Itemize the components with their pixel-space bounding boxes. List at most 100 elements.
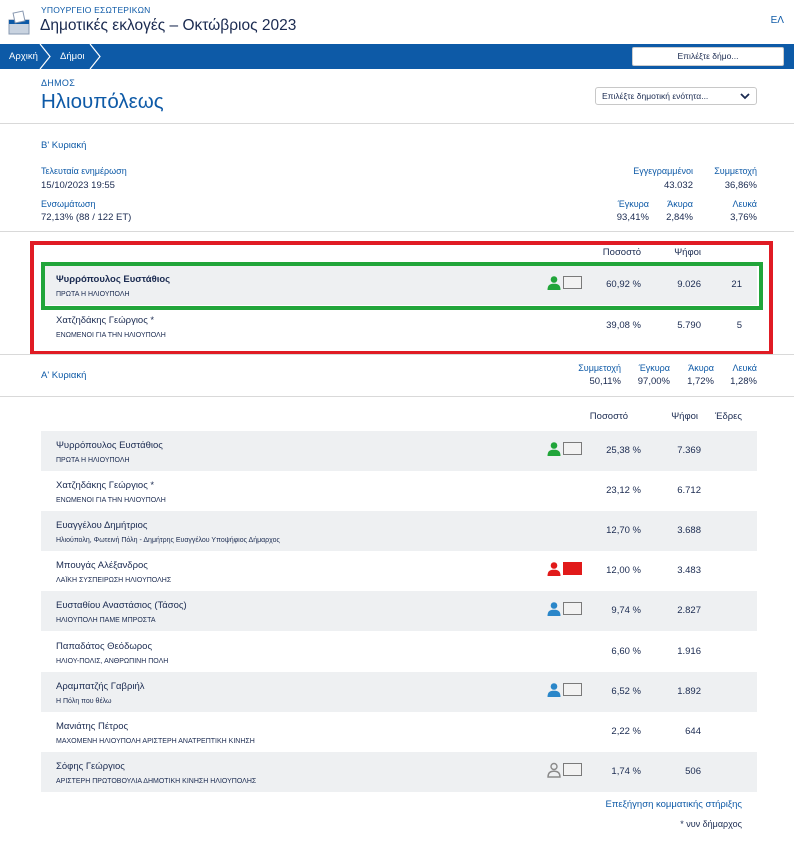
invalid-label: Άκυρα xyxy=(667,199,693,209)
ministry-label: ΥΠΟΥΡΓΕΙΟ ΕΣΩΤΕΡΙΚΩΝ xyxy=(41,5,151,15)
person-icon xyxy=(547,276,561,290)
table-row[interactable]: Αραμπατζής Γαβριήλ Η Πόλη που θέλω 6,52 … xyxy=(41,672,757,712)
candidate-name: Αραμπατζής Γαβριήλ xyxy=(56,681,145,692)
column-header-percent: Ποσοστό xyxy=(602,247,641,258)
votes-value: 506 xyxy=(685,766,701,777)
table-row[interactable]: Ευσταθίου Αναστάσιος (Τάσος) ΗΛΙΟΥΠΟΛΗ Π… xyxy=(41,591,757,631)
breadcrumb: Αρχική Δήμοι Επιλέξτε δήμο... xyxy=(0,44,794,69)
person-icon xyxy=(547,602,561,616)
table-row[interactable]: Σόφης Γεώργιος ΑΡΙΣΤΕΡΗ ΠΡΩΤΟΒΟΥΛΙΑ ΔΗΜΟ… xyxy=(41,752,757,792)
candidate-name: Σόφης Γεώργιος xyxy=(56,761,125,772)
column-header-votes: Ψήφοι xyxy=(674,247,701,258)
round-b-title[interactable]: Β' Κυριακή xyxy=(41,140,87,151)
chevron-down-icon xyxy=(740,93,750,100)
integration-value: 72,13% (88 / 122 ΕΤ) xyxy=(41,212,132,223)
divider xyxy=(0,396,794,397)
percent-value: 25,38 % xyxy=(606,445,641,456)
app-title[interactable]: Δημοτικές εκλογές – Οκτώβριος 2023 xyxy=(40,17,297,34)
blank-value: 1,28% xyxy=(730,376,757,387)
percent-value: 6,60 % xyxy=(611,646,641,657)
percent-value: 2,22 % xyxy=(611,726,641,737)
breadcrumb-home[interactable]: Αρχική xyxy=(9,51,38,62)
turnout-label: Συμμετοχή xyxy=(714,166,757,176)
ballot-box-icon xyxy=(8,10,30,35)
last-update-value: 15/10/2023 19:55 xyxy=(41,180,115,191)
person-icon xyxy=(547,562,561,576)
party-flag-icon xyxy=(563,562,582,575)
person-icon xyxy=(547,442,561,456)
table-row[interactable]: Παπαδάτος Θεόδωρος ΗΛΙΟΥ-ΠΟΛΙΣ, ΑΝΘΡΩΠΙΝ… xyxy=(41,632,757,672)
party-flag-icon xyxy=(563,602,582,615)
table-row[interactable]: Μανιάτης Πέτρος ΜΑΧΟΜΕΝΗ ΗΛΙΟΥΠΟΛΗ ΑΡΙΣΤ… xyxy=(41,712,757,752)
party-name: Ηλιούπολη, Φωτεινή Πόλη - Δημήτρης Ευαγγ… xyxy=(56,537,280,544)
party-name: ΗΛΙΟΥ-ΠΟΛΙΣ, ΑΝΘΡΩΠΙΝΗ ΠΟΛΗ xyxy=(56,658,169,665)
percent-value: 12,00 % xyxy=(606,565,641,576)
votes-value: 9.026 xyxy=(677,279,701,290)
table-row[interactable]: Χατζηδάκης Γεώργιος * ΕΝΩΜΕΝΟΙ ΓΙΑ ΤΗΝ Η… xyxy=(41,471,757,511)
round-a-title[interactable]: Α' Κυριακή xyxy=(41,370,87,381)
table-row[interactable]: Ψυρρόπουλος Ευστάθιος ΠΡΩΤΑ Η ΗΛΙΟΥΠΟΛΗ … xyxy=(41,431,757,471)
column-header-seats: Έδρες xyxy=(715,411,742,422)
party-name: ΜΑΧΟΜΕΝΗ ΗΛΙΟΥΠΟΛΗ ΑΡΙΣΤΕΡΗ ΑΝΑΤΡΕΠΤΙΚΗ … xyxy=(56,738,255,745)
turnout-value: 50,11% xyxy=(589,376,621,387)
party-name: ΕΝΩΜΕΝΟΙ ΓΙΑ ΤΗΝ ΗΛΙΟΥΠΟΛΗ xyxy=(56,332,166,339)
valid-label: Έγκυρα xyxy=(638,363,670,373)
party-name: Η Πόλη που θέλω xyxy=(56,698,112,705)
party-name: ΗΛΙΟΥΠΟΛΗ ΠΑΜΕ ΜΠΡΟΣΤΑ xyxy=(56,617,156,624)
divider xyxy=(0,231,794,232)
party-flag-icon xyxy=(563,763,582,776)
candidate-name: Χατζηδάκης Γεώργιος * xyxy=(56,315,155,326)
valid-value: 93,41% xyxy=(616,212,649,223)
candidate-name: Ψυρρόπουλος Ευστάθιος xyxy=(56,274,171,285)
municipal-unit-select-label: Επιλέξτε δημοτική ενότητα... xyxy=(602,91,709,101)
party-flag-icon xyxy=(563,442,582,455)
integration-label: Ενσωμάτωση xyxy=(41,199,96,209)
blank-label: Λευκά xyxy=(732,199,757,209)
table-row[interactable]: Χατζηδάκης Γεώργιος * ΕΝΩΜΕΝΟΙ ΓΙΑ ΤΗΝ Η… xyxy=(41,306,757,346)
divider xyxy=(0,354,794,355)
votes-value: 644 xyxy=(685,726,701,737)
party-name: ΑΡΙΣΤΕΡΗ ΠΡΩΤΟΒΟΥΛΙΑ ΔΗΜΟΤΙΚΗ ΚΙΝΗΣΗ ΗΛΙ… xyxy=(56,778,257,785)
turnout-value: 36,86% xyxy=(724,180,757,191)
invalid-label: Άκυρα xyxy=(688,363,714,373)
votes-value: 1.916 xyxy=(677,646,701,657)
turnout-label: Συμμετοχή xyxy=(578,363,621,373)
valid-value: 97,00% xyxy=(637,376,670,387)
chevron-right-icon xyxy=(39,44,51,69)
percent-value: 39,08 % xyxy=(606,320,641,331)
seats-value: 5 xyxy=(736,320,742,331)
table-row[interactable]: Ψυρρόπουλος Ευστάθιος ΠΡΩΤΑ Η ΗΛΙΟΥΠΟΛΗ … xyxy=(41,265,757,305)
page-title: Ηλιουπόλεως xyxy=(41,90,164,113)
candidate-name: Μπουγάς Αλέξανδρος xyxy=(56,560,148,571)
candidate-name: Ψυρρόπουλος Ευστάθιος xyxy=(56,440,163,451)
party-support-explanation-link[interactable]: Επεξήγηση κομματικής στήριξης xyxy=(605,799,742,810)
candidate-name: Ευαγγέλου Δημήτριος xyxy=(56,520,148,531)
municipality-select[interactable]: Επιλέξτε δήμο... xyxy=(632,47,784,66)
candidate-name: Παπαδάτος Θεόδωρος xyxy=(56,641,153,652)
last-update-label: Τελευταία ενημέρωση xyxy=(41,166,127,176)
invalid-value: 1,72% xyxy=(687,376,714,387)
table-row[interactable]: Ευαγγέλου Δημήτριος Ηλιούπολη, Φωτεινή Π… xyxy=(41,511,757,551)
party-flag-icon xyxy=(563,276,582,289)
language-switch[interactable]: ΕΛ xyxy=(770,15,784,26)
municipal-unit-select[interactable]: Επιλέξτε δημοτική ενότητα... xyxy=(595,87,757,105)
seats-value: 21 xyxy=(731,279,742,290)
votes-value: 2.827 xyxy=(677,605,701,616)
registered-label: Εγγεγραμμένοι xyxy=(633,166,693,176)
percent-value: 1,74 % xyxy=(611,766,641,777)
votes-value: 6.712 xyxy=(677,485,701,496)
highlight-box-red xyxy=(30,241,773,355)
incumbent-mayor-note: * νυν δήμαρχος xyxy=(680,819,742,829)
party-name: ΕΝΩΜΕΝΟΙ ΓΙΑ ΤΗΝ ΗΛΙΟΥΠΟΛΗ xyxy=(56,497,166,504)
column-header-votes: Ψήφοι xyxy=(671,411,698,422)
votes-value: 5.790 xyxy=(677,320,701,331)
breadcrumb-municipalities[interactable]: Δήμοι xyxy=(60,51,85,62)
table-row[interactable]: Μπουγάς Αλέξανδρος ΛΑΪΚΗ ΣΥΣΠΕΙΡΩΣΗ ΗΛΙΟ… xyxy=(41,551,757,591)
percent-value: 23,12 % xyxy=(606,485,641,496)
invalid-value: 2,84% xyxy=(666,212,693,223)
registered-value: 43.032 xyxy=(663,180,693,191)
valid-label: Έγκυρα xyxy=(617,199,649,209)
divider xyxy=(0,123,794,124)
chevron-right-icon xyxy=(89,44,101,69)
municipality-label: ΔΗΜΟΣ xyxy=(41,78,76,88)
